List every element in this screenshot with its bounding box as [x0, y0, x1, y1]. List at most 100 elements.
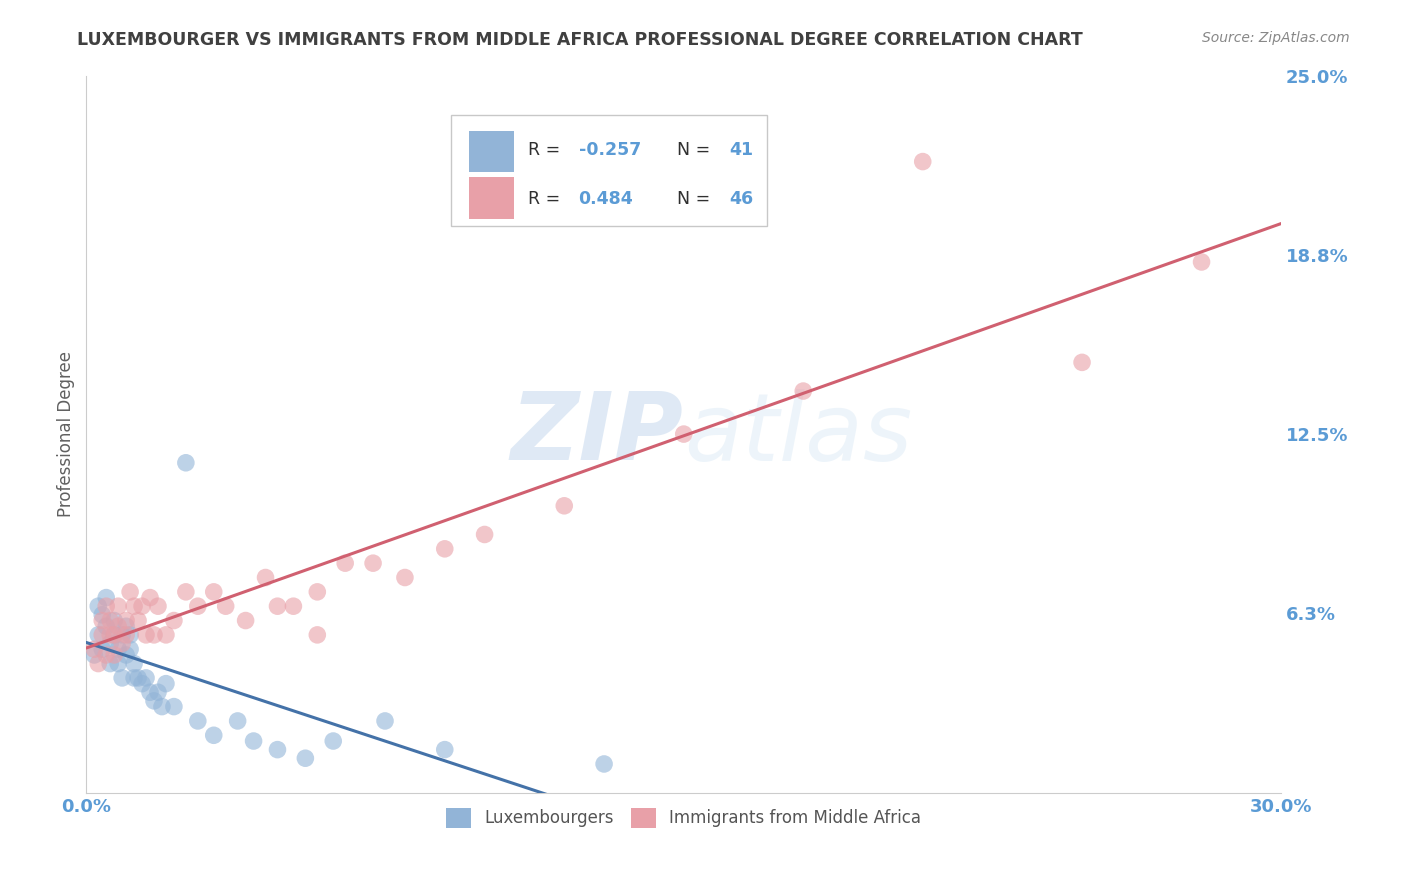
- Point: [163, 614, 186, 628]
- Point: [174, 456, 197, 470]
- Point: [187, 599, 209, 614]
- Text: Source: ZipAtlas.com: Source: ZipAtlas.com: [1202, 31, 1350, 45]
- Point: [98, 657, 121, 671]
- Text: LUXEMBOURGER VS IMMIGRANTS FROM MIDDLE AFRICA PROFESSIONAL DEGREE CORRELATION CH: LUXEMBOURGER VS IMMIGRANTS FROM MIDDLE A…: [77, 31, 1083, 49]
- Point: [135, 671, 157, 685]
- Point: [307, 628, 329, 642]
- Point: [139, 591, 162, 605]
- Point: [103, 628, 125, 642]
- Point: [283, 599, 305, 614]
- Point: [235, 614, 257, 628]
- Point: [107, 657, 129, 671]
- Text: R =: R =: [529, 141, 567, 159]
- Point: [83, 648, 105, 662]
- Point: [361, 556, 384, 570]
- Point: [155, 628, 177, 642]
- FancyBboxPatch shape: [468, 178, 515, 219]
- Point: [266, 742, 288, 756]
- Point: [127, 671, 149, 685]
- Point: [96, 648, 118, 662]
- Point: [672, 427, 695, 442]
- Point: [120, 585, 142, 599]
- Text: atlas: atlas: [683, 389, 912, 480]
- Point: [115, 628, 138, 642]
- Text: 41: 41: [730, 141, 754, 159]
- Text: N =: N =: [666, 141, 716, 159]
- Point: [911, 154, 934, 169]
- Point: [307, 585, 329, 599]
- Point: [96, 619, 118, 633]
- Point: [98, 614, 121, 628]
- Point: [120, 628, 142, 642]
- Legend: Luxembourgers, Immigrants from Middle Africa: Luxembourgers, Immigrants from Middle Af…: [440, 801, 928, 835]
- Point: [163, 699, 186, 714]
- Point: [215, 599, 238, 614]
- Text: ZIP: ZIP: [510, 388, 683, 480]
- FancyBboxPatch shape: [468, 131, 515, 172]
- Point: [131, 676, 153, 690]
- Point: [111, 671, 134, 685]
- Point: [91, 642, 114, 657]
- Text: 46: 46: [730, 190, 754, 208]
- Point: [135, 628, 157, 642]
- FancyBboxPatch shape: [451, 115, 768, 226]
- Point: [115, 619, 138, 633]
- Point: [202, 728, 225, 742]
- Point: [111, 628, 134, 642]
- Point: [122, 599, 145, 614]
- Point: [131, 599, 153, 614]
- Point: [96, 591, 118, 605]
- Point: [120, 642, 142, 657]
- Point: [174, 585, 197, 599]
- Point: [91, 607, 114, 622]
- Point: [98, 636, 121, 650]
- Point: [254, 570, 277, 584]
- Point: [87, 628, 110, 642]
- Point: [294, 751, 316, 765]
- Point: [187, 714, 209, 728]
- Point: [91, 614, 114, 628]
- Text: -0.257: -0.257: [579, 141, 641, 159]
- Point: [335, 556, 357, 570]
- Y-axis label: Professional Degree: Professional Degree: [58, 351, 75, 517]
- Point: [553, 499, 575, 513]
- Point: [374, 714, 396, 728]
- Point: [143, 628, 166, 642]
- Point: [242, 734, 264, 748]
- Point: [122, 671, 145, 685]
- Point: [96, 599, 118, 614]
- Point: [83, 642, 105, 657]
- Point: [115, 648, 138, 662]
- Point: [111, 636, 134, 650]
- Point: [150, 699, 173, 714]
- Point: [474, 527, 496, 541]
- Point: [1071, 355, 1094, 369]
- Point: [202, 585, 225, 599]
- Point: [792, 384, 814, 398]
- Point: [433, 541, 456, 556]
- Point: [139, 685, 162, 699]
- Text: 0.484: 0.484: [579, 190, 633, 208]
- Point: [107, 642, 129, 657]
- Point: [103, 648, 125, 662]
- Point: [593, 756, 616, 771]
- Point: [87, 657, 110, 671]
- Point: [146, 685, 169, 699]
- Point: [115, 614, 138, 628]
- Point: [107, 599, 129, 614]
- Point: [91, 628, 114, 642]
- Point: [394, 570, 416, 584]
- Point: [433, 742, 456, 756]
- Point: [266, 599, 288, 614]
- Point: [322, 734, 344, 748]
- Point: [226, 714, 249, 728]
- Point: [98, 628, 121, 642]
- Point: [127, 614, 149, 628]
- Point: [103, 628, 125, 642]
- Text: R =: R =: [529, 190, 572, 208]
- Point: [155, 676, 177, 690]
- Point: [107, 619, 129, 633]
- Point: [87, 599, 110, 614]
- Text: N =: N =: [666, 190, 716, 208]
- Point: [122, 657, 145, 671]
